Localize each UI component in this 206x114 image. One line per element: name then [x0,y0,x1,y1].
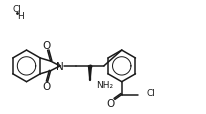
Text: Cl: Cl [146,88,156,97]
Text: O: O [42,41,51,51]
Text: O: O [107,99,115,109]
Text: N: N [56,61,64,71]
Text: O: O [42,82,51,92]
Polygon shape [88,66,91,80]
Text: Cl: Cl [12,5,21,14]
Text: NH₂: NH₂ [96,80,113,89]
Text: H: H [17,12,24,21]
